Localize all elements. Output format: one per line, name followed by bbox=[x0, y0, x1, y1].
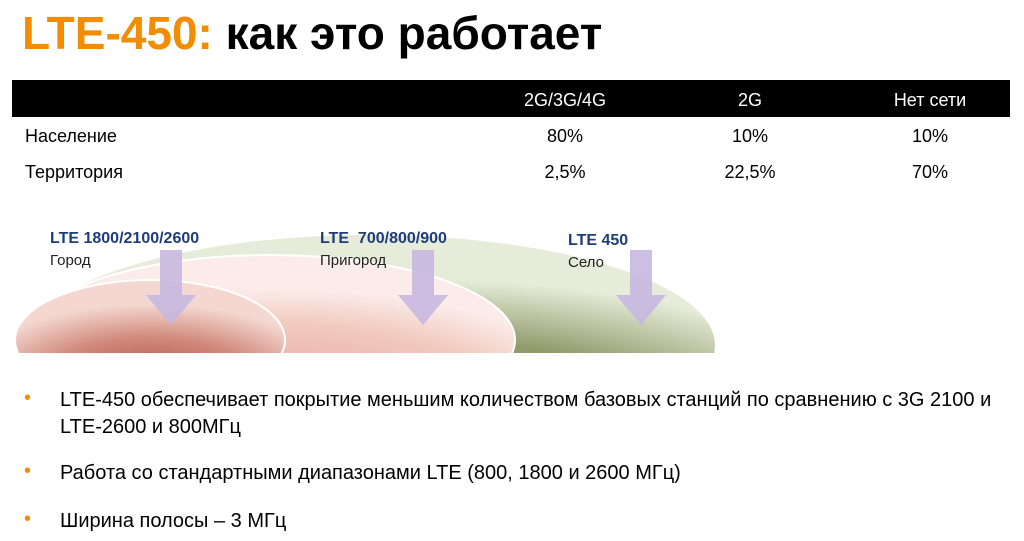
coverage-illustration bbox=[0, 235, 730, 370]
table-cell: 10% bbox=[731, 126, 769, 146]
zone-band: LTE 1800/2100/2600 bbox=[50, 230, 200, 247]
city-zone bbox=[14, 279, 286, 370]
ground-cut bbox=[0, 353, 730, 370]
table-header bbox=[12, 80, 1010, 117]
zone-band: LTE 450 bbox=[568, 232, 629, 249]
table-cell: 70% bbox=[911, 162, 949, 182]
bullet-dot: • bbox=[24, 387, 32, 409]
bullet-text: LTE-450 обеспечивает покрытие меньшим ко… bbox=[60, 389, 992, 438]
row-label: Население bbox=[25, 126, 117, 146]
table-cell: 80% bbox=[546, 126, 584, 146]
bullet-dot: • bbox=[24, 508, 32, 530]
signal-arrow bbox=[398, 250, 448, 325]
column-header: 2G bbox=[737, 90, 763, 110]
table-cell: 22,5% bbox=[724, 162, 776, 182]
zone-area: Пригород bbox=[320, 252, 387, 269]
bullet-dot: • bbox=[24, 460, 32, 482]
signal-arrow bbox=[616, 250, 666, 325]
signal-arrow bbox=[146, 250, 196, 325]
zone-band: LTE 700/800/900 bbox=[320, 230, 447, 247]
slide-title: LTE-450: как это работает bbox=[22, 6, 602, 60]
bullet-text: Работа со стандартными диапазонами LTE (… bbox=[60, 462, 681, 484]
column-header: Нет сети bbox=[893, 90, 967, 110]
column-header: 2G/3G/4G bbox=[523, 90, 607, 110]
zone-area: Село bbox=[568, 254, 604, 271]
table-cell: 2,5% bbox=[544, 162, 586, 182]
title-accent: LTE-450: bbox=[22, 7, 213, 59]
table-cell: 10% bbox=[911, 126, 949, 146]
row-label: Территория bbox=[25, 162, 123, 182]
bullet-text: Ширина полосы – 3 МГц bbox=[60, 510, 287, 532]
title-text: как это работает bbox=[225, 7, 603, 59]
zone-area: Город bbox=[50, 252, 91, 269]
